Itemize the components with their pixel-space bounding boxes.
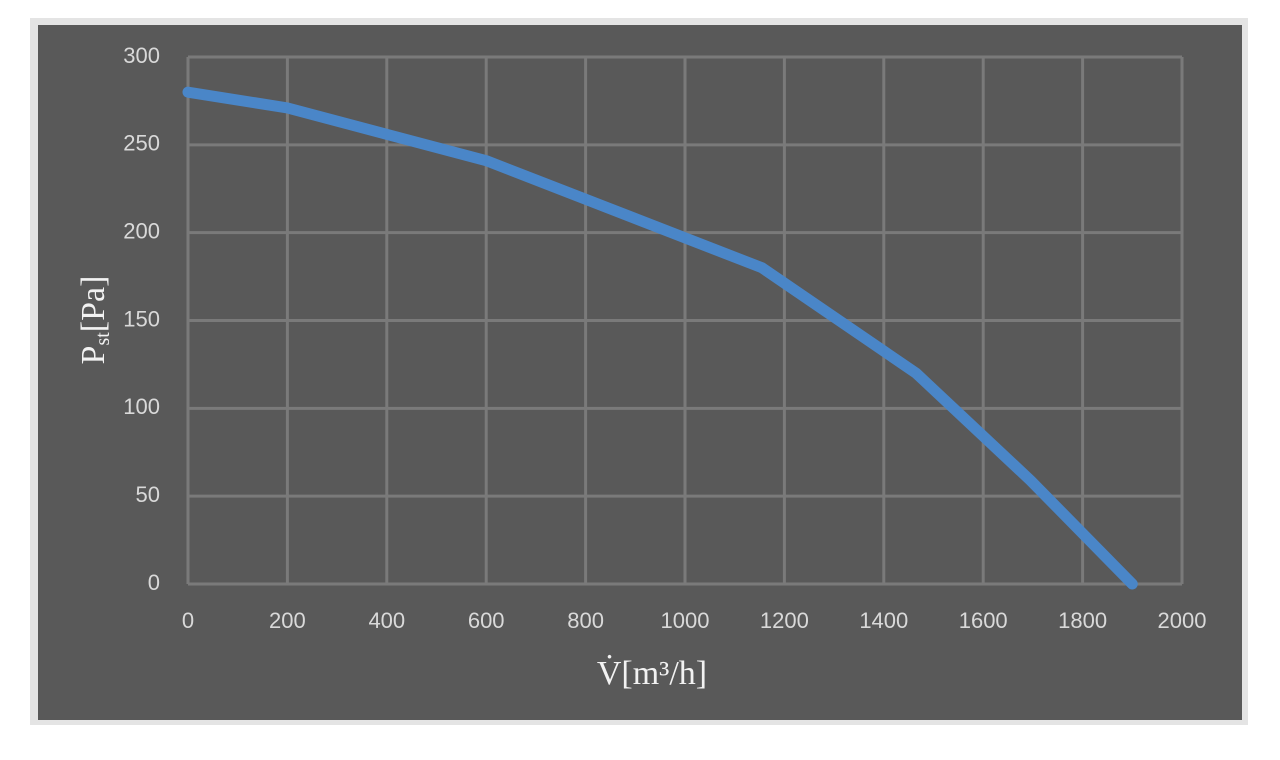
x-tick-label: 0: [182, 608, 194, 633]
y-label-subscript: st: [92, 332, 114, 346]
y-tick-label: 100: [123, 394, 160, 419]
x-tick-label: 200: [269, 608, 306, 633]
x-tick-label: 400: [368, 608, 405, 633]
ticks: 0 50 100 150 200 250 300 0 200 400 600 800 1000 1200 1…: [123, 43, 1206, 633]
grid: [186, 55, 1184, 586]
x-tick-label: 1800: [1058, 608, 1107, 633]
x-tick-label: 1600: [959, 608, 1008, 633]
y-tick-label: 0: [148, 570, 160, 595]
x-tick-label: 1200: [760, 608, 809, 633]
x-tick-label: 1400: [859, 608, 908, 633]
x-tick-label: 1000: [661, 608, 710, 633]
y-tick-label: 250: [123, 131, 160, 156]
y-tick-label: 300: [123, 43, 160, 68]
x-tick-label: 600: [468, 608, 505, 633]
x-axis-label: V̇[m³/h]: [597, 654, 707, 691]
y-axis-label: Pst[Pa]: [75, 276, 114, 365]
y-tick-label: 150: [123, 306, 160, 331]
y-label-symbol: P: [75, 346, 112, 365]
x-tick-label: 2000: [1158, 608, 1207, 633]
y-tick-label: 50: [136, 482, 160, 507]
y-tick-label: 200: [123, 218, 160, 243]
plot-panel: [38, 25, 1242, 720]
data-line: [182, 86, 1138, 590]
lines: [182, 86, 1138, 590]
x-tick-label: 800: [567, 608, 604, 633]
y-label-unit: [Pa]: [75, 276, 112, 333]
